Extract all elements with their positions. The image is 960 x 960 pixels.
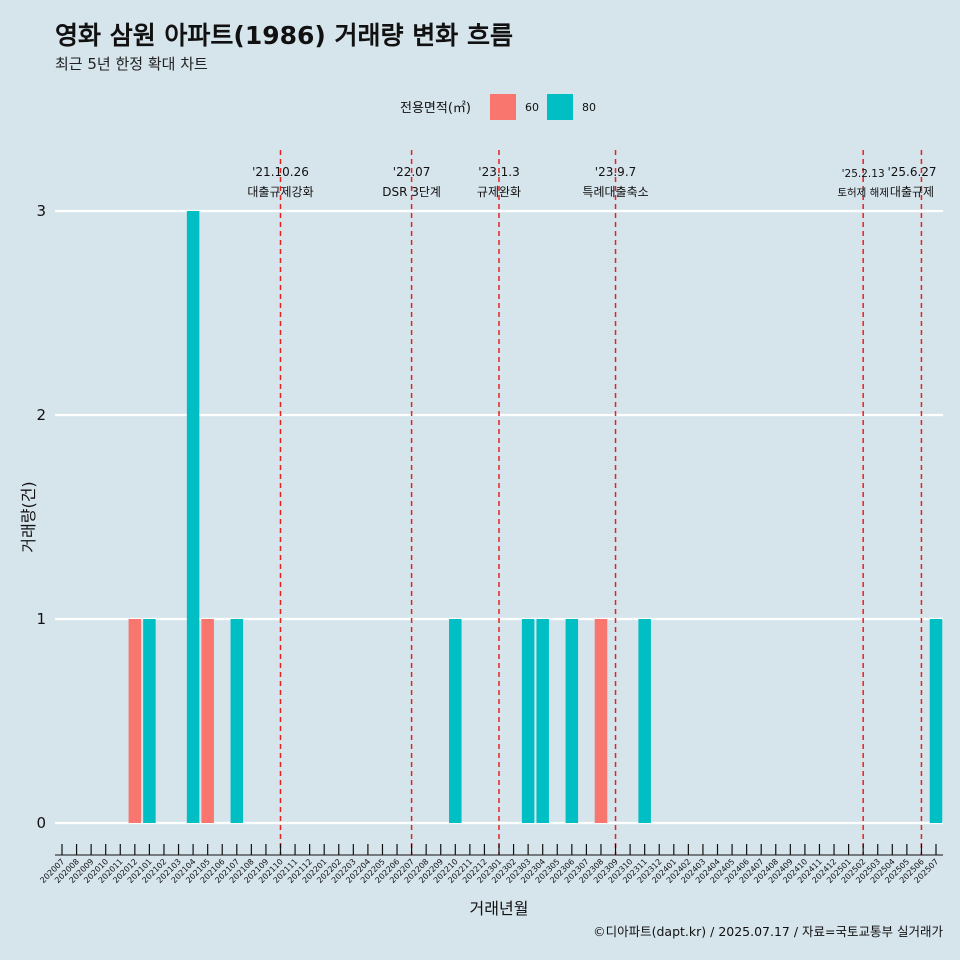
y-axis-label: 거래량(건) xyxy=(19,481,38,552)
caption: ©디아파트(dapt.kr) / 2025.07.17 / 자료=국토교통부 실… xyxy=(593,924,943,939)
chart-subtitle: 최근 5년 한정 확대 차트 xyxy=(55,55,208,73)
event-date: '23.9.7 xyxy=(595,165,636,179)
bar-80-202101 xyxy=(143,619,156,823)
event-label: 특례대출축소 xyxy=(582,185,648,199)
legend-title: 전용면적(㎡) xyxy=(400,101,471,116)
bar-60-202012 xyxy=(128,619,142,823)
bar-80-202304 xyxy=(536,619,549,823)
event-date: '22.07 xyxy=(393,165,431,179)
bar-80-202306 xyxy=(565,619,579,823)
bar-80-202210 xyxy=(449,619,462,823)
bar-80-202104 xyxy=(186,211,200,823)
event-label: 대출규제강화 xyxy=(247,185,313,199)
event-date: '21.10.26 xyxy=(252,165,309,179)
legend-label-60: 60 xyxy=(525,101,539,114)
event-date: '23.1.3 xyxy=(478,165,519,179)
y-tick-label: 2 xyxy=(36,406,46,424)
legend: 전용면적(㎡) 60 80 xyxy=(400,94,596,120)
legend-swatch-60 xyxy=(490,94,516,120)
y-tick-label: 1 xyxy=(36,610,46,628)
bar-80-202507 xyxy=(929,619,943,823)
legend-swatch-80 xyxy=(547,94,573,120)
bar-80-202311 xyxy=(638,619,651,823)
y-tick-label: 3 xyxy=(36,202,46,220)
y-tick-label: 0 xyxy=(36,814,46,832)
bars xyxy=(128,211,943,823)
bar-60-202308 xyxy=(594,619,608,823)
chart-title: 영화 삼원 아파트(1986) 거래량 변화 흐름 xyxy=(55,21,513,50)
event-label: 규제완화 xyxy=(477,185,521,199)
event-label: 대출규제 xyxy=(890,185,934,199)
event-lines: '21.10.26 대출규제강화 '22.07 DSR 3단계 '23.1.3 규제완화 '… xyxy=(247,150,937,855)
bar-60-202105 xyxy=(201,619,214,823)
event-date: '25.6.27 xyxy=(887,165,936,179)
event-label: DSR 3단계 xyxy=(382,185,441,199)
bar-80-202107 xyxy=(230,619,244,823)
bar-80-202303 xyxy=(521,619,535,823)
y-axis-ticks: 0 1 2 3 xyxy=(36,202,46,832)
x-axis-label: 거래년월 xyxy=(470,899,529,918)
event-label: 토허제 해제 xyxy=(837,186,889,199)
legend-label-80: 80 xyxy=(582,101,596,114)
event-date: '25.2.13 xyxy=(842,168,885,180)
